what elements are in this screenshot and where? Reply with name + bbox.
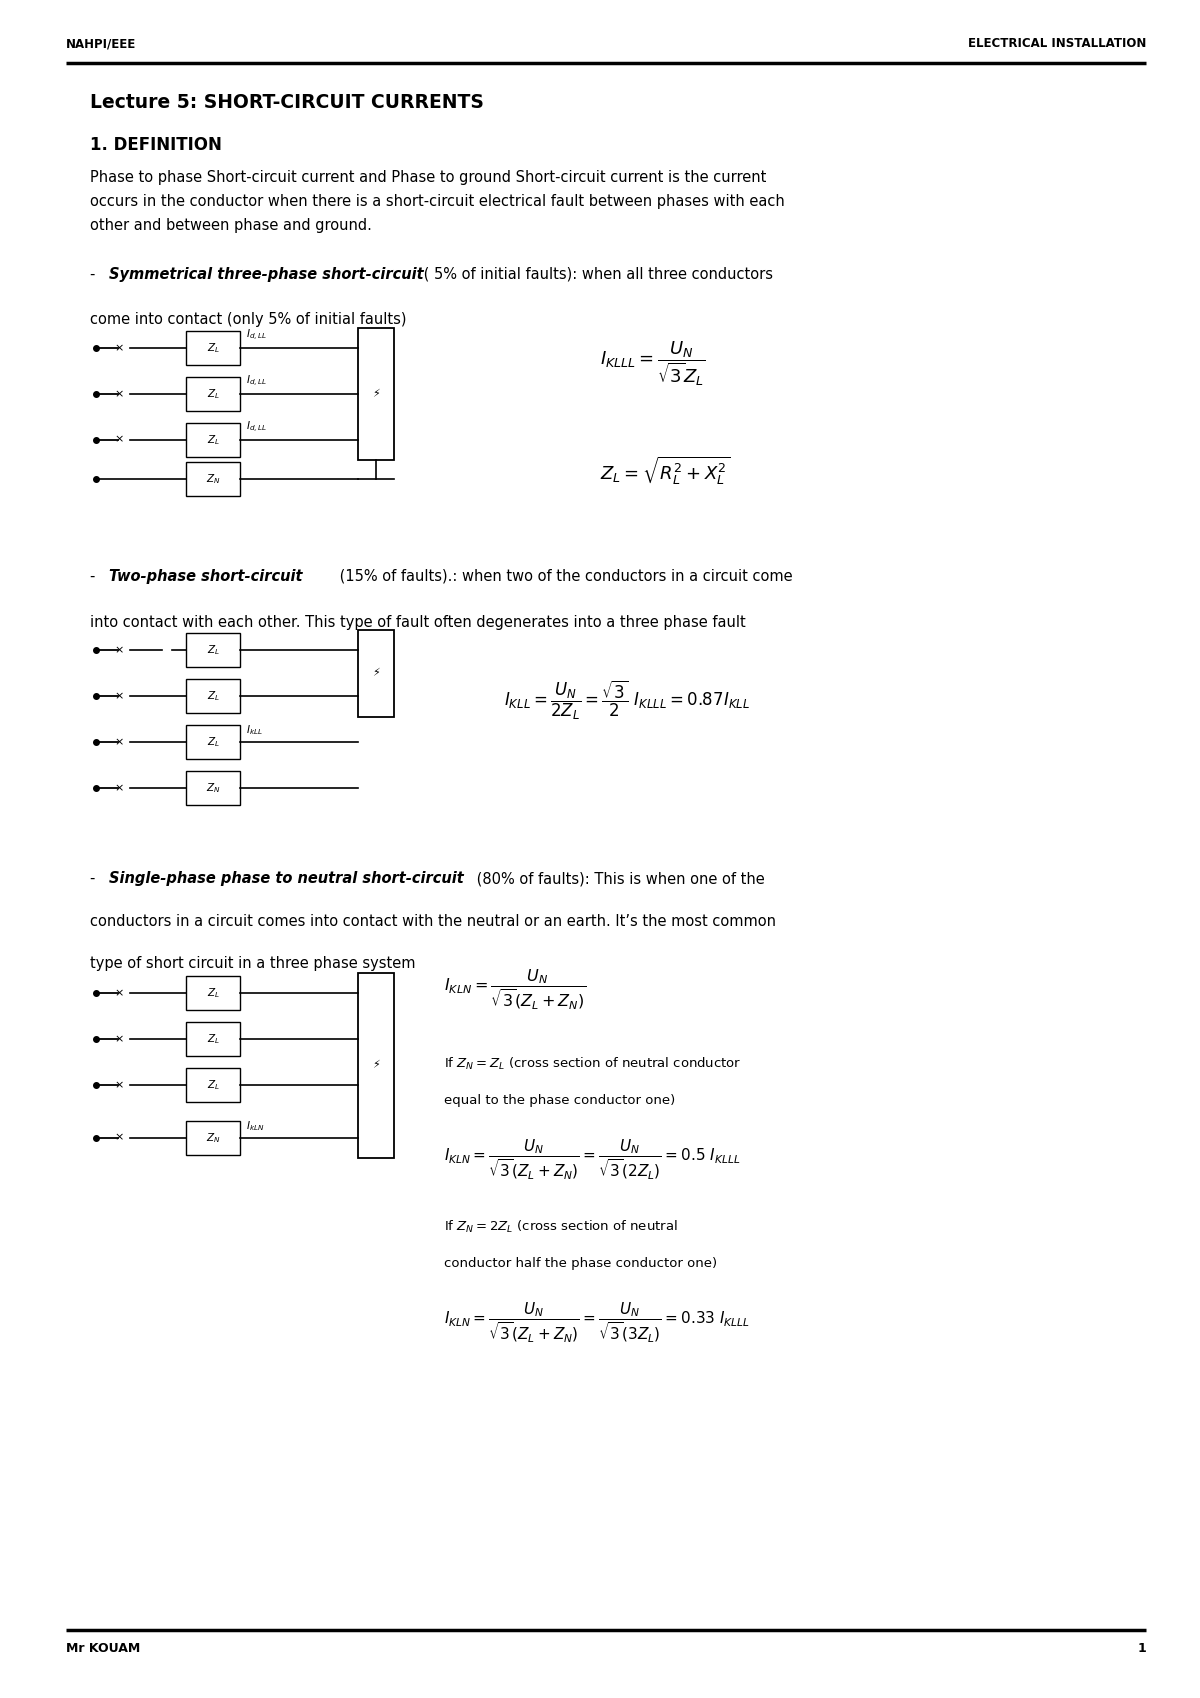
Text: $I_{d,LL}$: $I_{d,LL}$	[246, 328, 268, 343]
Text: Single-phase phase to neutral short-circuit: Single-phase phase to neutral short-circ…	[109, 871, 464, 886]
FancyBboxPatch shape	[358, 328, 394, 460]
Text: ×: ×	[114, 737, 124, 747]
Text: come into contact (only 5% of initial faults): come into contact (only 5% of initial fa…	[90, 312, 407, 328]
Text: Phase to phase Short-circuit current and Phase to ground Short-circuit current i: Phase to phase Short-circuit current and…	[90, 170, 785, 233]
Text: Lecture 5: SHORT-CIRCUIT CURRENTS: Lecture 5: SHORT-CIRCUIT CURRENTS	[90, 93, 484, 112]
Text: Two-phase short-circuit: Two-phase short-circuit	[109, 569, 302, 584]
Text: ×: ×	[114, 343, 124, 353]
FancyBboxPatch shape	[186, 679, 240, 713]
Text: $Z_L$: $Z_L$	[206, 644, 220, 657]
Text: $Z_L = \sqrt{R_L^2 + X_L^2}$: $Z_L = \sqrt{R_L^2 + X_L^2}$	[600, 455, 731, 487]
Text: $Z_N$: $Z_N$	[205, 781, 221, 795]
Text: $Z_L$: $Z_L$	[206, 987, 220, 1000]
FancyBboxPatch shape	[186, 423, 240, 457]
Text: $I_{d,LL}$: $I_{d,LL}$	[246, 419, 268, 435]
Text: equal to the phase conductor one): equal to the phase conductor one)	[444, 1094, 676, 1107]
Text: ×: ×	[114, 783, 124, 793]
FancyBboxPatch shape	[186, 1022, 240, 1056]
Text: $Z_L$: $Z_L$	[206, 341, 220, 355]
Text: -: -	[90, 267, 100, 282]
Text: If $Z_N = 2Z_L$ (cross section of neutral: If $Z_N = 2Z_L$ (cross section of neutra…	[444, 1219, 678, 1234]
Text: $I_{kLL}$: $I_{kLL}$	[246, 723, 263, 737]
Text: Symmetrical three-phase short-circuit: Symmetrical three-phase short-circuit	[109, 267, 424, 282]
Text: $Z_L$: $Z_L$	[206, 689, 220, 703]
FancyBboxPatch shape	[186, 633, 240, 667]
Text: 1: 1	[1138, 1642, 1146, 1656]
Text: ⚡: ⚡	[372, 1061, 379, 1070]
Text: $Z_L$: $Z_L$	[206, 1078, 220, 1092]
Text: type of short circuit in a three phase system: type of short circuit in a three phase s…	[90, 956, 415, 971]
Text: into contact with each other. This type of fault often degenerates into a three : into contact with each other. This type …	[90, 615, 745, 630]
Text: ( 5% of initial faults): when all three conductors: ( 5% of initial faults): when all three …	[419, 267, 773, 282]
Text: ×: ×	[114, 435, 124, 445]
FancyBboxPatch shape	[186, 331, 240, 365]
Text: Mr KOUAM: Mr KOUAM	[66, 1642, 140, 1656]
Text: $I_{kLN}$: $I_{kLN}$	[246, 1119, 264, 1133]
Text: ELECTRICAL INSTALLATION: ELECTRICAL INSTALLATION	[967, 37, 1146, 51]
Text: ×: ×	[114, 988, 124, 998]
FancyBboxPatch shape	[186, 1068, 240, 1102]
Text: $I_{KLN} = \dfrac{U_N}{\sqrt{3}(Z_L+Z_N)} = \dfrac{U_N}{\sqrt{3}(3Z_L)} = 0.33\ : $I_{KLN} = \dfrac{U_N}{\sqrt{3}(Z_L+Z_N)…	[444, 1301, 750, 1345]
Text: (80% of faults): This is when one of the: (80% of faults): This is when one of the	[472, 871, 764, 886]
FancyBboxPatch shape	[186, 377, 240, 411]
Text: ×: ×	[114, 1133, 124, 1143]
FancyBboxPatch shape	[186, 976, 240, 1010]
Text: $Z_L$: $Z_L$	[206, 1032, 220, 1046]
Text: 1. DEFINITION: 1. DEFINITION	[90, 136, 222, 155]
Text: ×: ×	[114, 645, 124, 655]
Text: $Z_L$: $Z_L$	[206, 735, 220, 749]
Text: $I_{KLLL} = \dfrac{U_N}{\sqrt{3}Z_L}$: $I_{KLLL} = \dfrac{U_N}{\sqrt{3}Z_L}$	[600, 340, 706, 389]
Text: $I_{KLN} = \dfrac{U_N}{\sqrt{3}(Z_L+Z_N)}$: $I_{KLN} = \dfrac{U_N}{\sqrt{3}(Z_L+Z_N)…	[444, 968, 586, 1012]
Text: If $Z_N = Z_L$ (cross section of neutral conductor: If $Z_N = Z_L$ (cross section of neutral…	[444, 1056, 742, 1071]
Text: $Z_L$: $Z_L$	[206, 433, 220, 447]
Text: $I_{d,LL}$: $I_{d,LL}$	[246, 374, 268, 389]
Text: ×: ×	[114, 389, 124, 399]
Text: $I_{KLL} = \dfrac{U_N}{2Z_L} = \dfrac{\sqrt{3}}{2}\ I_{KLLL} = 0.87 I_{KLL}$: $I_{KLL} = \dfrac{U_N}{2Z_L} = \dfrac{\s…	[504, 679, 750, 722]
Text: $Z_N$: $Z_N$	[205, 1131, 221, 1144]
Text: ×: ×	[114, 691, 124, 701]
Text: conductor half the phase conductor one): conductor half the phase conductor one)	[444, 1257, 718, 1270]
Text: ⚡: ⚡	[372, 669, 379, 678]
Text: $Z_N$: $Z_N$	[205, 472, 221, 486]
Text: conductors in a circuit comes into contact with the neutral or an earth. It’s th: conductors in a circuit comes into conta…	[90, 914, 776, 929]
FancyBboxPatch shape	[186, 462, 240, 496]
Text: $Z_L$: $Z_L$	[206, 387, 220, 401]
Text: NAHPI/EEE: NAHPI/EEE	[66, 37, 137, 51]
FancyBboxPatch shape	[186, 1121, 240, 1155]
Text: (15% of faults).: when two of the conductors in a circuit come: (15% of faults).: when two of the conduc…	[335, 569, 792, 584]
Text: ×: ×	[114, 1034, 124, 1044]
FancyBboxPatch shape	[358, 973, 394, 1158]
Text: -: -	[90, 871, 100, 886]
Text: ×: ×	[114, 1080, 124, 1090]
FancyBboxPatch shape	[186, 771, 240, 805]
FancyBboxPatch shape	[186, 725, 240, 759]
Text: -: -	[90, 569, 100, 584]
Text: $I_{KLN} = \dfrac{U_N}{\sqrt{3}(Z_L+Z_N)} = \dfrac{U_N}{\sqrt{3}(2Z_L)} = 0.5\ I: $I_{KLN} = \dfrac{U_N}{\sqrt{3}(Z_L+Z_N)…	[444, 1138, 740, 1182]
FancyBboxPatch shape	[358, 630, 394, 717]
Text: ⚡: ⚡	[372, 389, 379, 399]
